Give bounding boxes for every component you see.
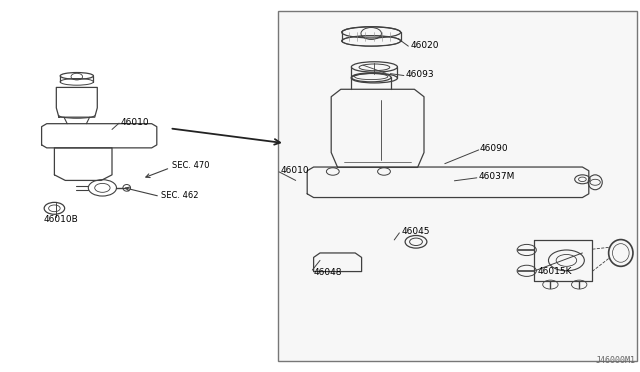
Text: 46048: 46048	[314, 268, 342, 277]
Text: 46010B: 46010B	[44, 215, 78, 224]
Text: 46020: 46020	[410, 41, 439, 50]
Text: 46010: 46010	[280, 166, 309, 175]
Text: 46093: 46093	[406, 70, 435, 79]
Bar	[278, 11, 637, 361]
Text: 46045: 46045	[401, 227, 430, 236]
Text: 46090: 46090	[480, 144, 509, 153]
Text: SEC. 462: SEC. 462	[161, 191, 199, 200]
Text: 46010: 46010	[120, 118, 149, 126]
Text: J46000M1: J46000M1	[595, 356, 636, 365]
Text: 46037M: 46037M	[479, 172, 515, 181]
Text: SEC. 470: SEC. 470	[172, 161, 209, 170]
Text: 46015K: 46015K	[538, 267, 572, 276]
